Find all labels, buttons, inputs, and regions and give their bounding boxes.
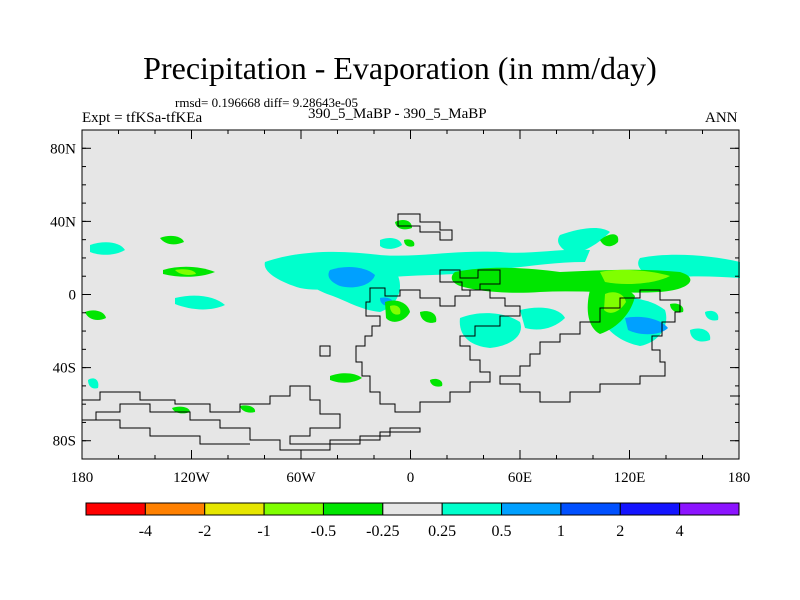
anomaly-blob: [175, 269, 196, 275]
anomaly-blob: [88, 378, 99, 389]
lat-label: 80S: [53, 434, 76, 450]
colorbar-swatch: [144, 502, 206, 516]
colorbar-swatch: [204, 502, 265, 516]
lat-label: 80N: [50, 141, 76, 157]
anomaly-blob: [420, 311, 437, 323]
colorbar-label: -0.5: [311, 523, 336, 540]
colorbar-label: 4: [676, 523, 684, 540]
map-axes: 80N 40N 0 40S 80S 180 120W 60W 0 60E 120E 180: [50, 130, 750, 486]
case-label: 390_5_MaBP - 390_5_MaBP: [308, 106, 487, 122]
lat-label: 0: [69, 288, 77, 304]
colorbar-swatch: [679, 502, 740, 516]
anomaly-blob: [395, 220, 412, 230]
anomaly-blob: [175, 295, 225, 310]
colorbar-swatch: [501, 502, 562, 516]
anomaly-blob: [690, 328, 711, 342]
colorbar-label: 0.25: [428, 523, 456, 540]
colorbar-label: -0.25: [366, 523, 399, 540]
anomaly-blob: [240, 405, 256, 413]
anomaly-blob: [520, 307, 565, 330]
anomaly-blob: [328, 267, 375, 288]
anomaly-blob: [459, 313, 521, 348]
coastline: [439, 269, 501, 291]
anomaly-blob: [404, 239, 415, 247]
coastline: [397, 213, 453, 241]
coastline: [82, 385, 421, 451]
experiment-label: Expt = tfKSa-tfKEa: [82, 110, 203, 126]
lon-label: 60E: [508, 470, 532, 486]
coastlines: [82, 213, 740, 451]
lat-label: 40S: [53, 361, 76, 377]
colorbar-swatch: [560, 502, 621, 516]
colorbar-swatch: [382, 502, 443, 516]
anomaly-blob: [85, 310, 106, 320]
anomaly-blob: [300, 263, 400, 312]
lon-label: 60W: [286, 470, 316, 486]
anomaly-blob: [160, 235, 184, 245]
colorbar: -4 -2 -1 -0.5 -0.25 0.25 0.5 1 2 4: [85, 502, 740, 540]
anomaly-blob: [625, 316, 668, 335]
lon-label: 120E: [614, 470, 646, 486]
lon-label: 0: [407, 470, 415, 486]
anomaly-blob: [558, 228, 610, 254]
lat-label: 40N: [50, 214, 76, 230]
coastline: [499, 289, 681, 403]
season-label: ANN: [705, 110, 738, 126]
colorbar-swatch: [619, 502, 681, 516]
colorbar-swatch: [263, 502, 324, 516]
anomaly-blob: [90, 242, 125, 255]
anomaly-blob: [390, 305, 401, 315]
colorbar-label: 1: [557, 523, 565, 540]
colorbar-swatch: [441, 502, 503, 516]
anomaly-blob: [600, 234, 619, 247]
colorbar-label: 2: [616, 523, 624, 540]
anomaly-blob: [430, 378, 443, 387]
anomaly-blob: [705, 310, 719, 321]
lon-label: 180: [728, 470, 751, 486]
coastline: [90, 419, 250, 445]
colorbar-label: -2: [198, 523, 211, 540]
coastline: [355, 287, 521, 413]
coastline: [319, 345, 331, 357]
stats-text: rmsd= 0.196668 diff= 9.28643e-05: [175, 95, 359, 110]
anomaly-blob: [330, 373, 362, 383]
colorbar-label: -1: [257, 523, 270, 540]
anomaly-blob: [600, 269, 670, 284]
colorbar-label: 0.5: [492, 523, 512, 540]
colorbar-swatch: [322, 502, 384, 516]
colorbar-swatch: [85, 502, 146, 516]
anomaly-fields: [85, 220, 740, 414]
colorbar-label: -4: [139, 523, 152, 540]
anomaly-blob: [380, 237, 402, 249]
lon-label: 120W: [173, 470, 211, 486]
lon-label: 180: [71, 470, 94, 486]
plot-title: Precipitation - Evaporation (in mm/day): [143, 50, 657, 86]
